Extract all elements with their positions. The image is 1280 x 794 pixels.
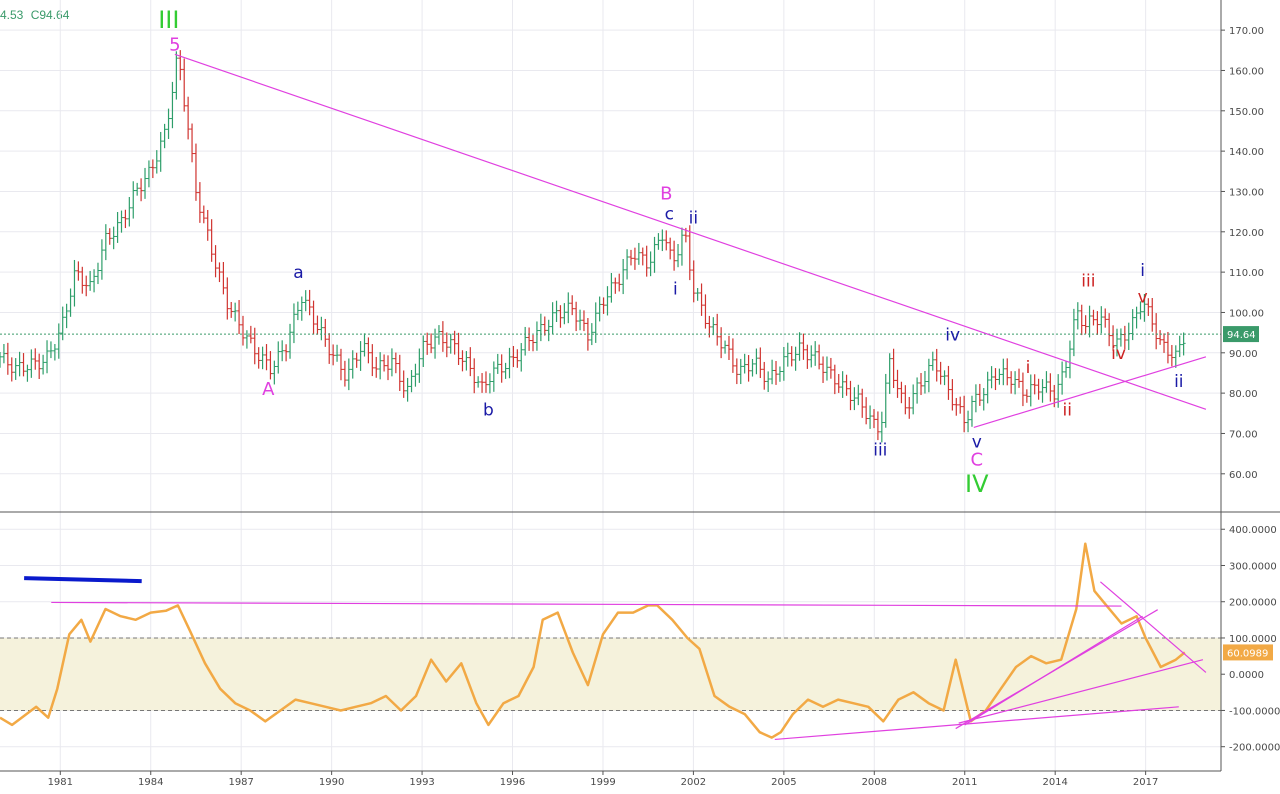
- price-tick-label: 140.00: [1229, 147, 1264, 158]
- osc-tick-label: -200.0000: [1229, 743, 1280, 754]
- wave-label: iv: [1111, 344, 1126, 364]
- time-tick-label: 2002: [681, 777, 706, 788]
- wave-label: IV: [965, 470, 989, 498]
- time-tick-label: 1999: [590, 777, 615, 788]
- osc-tick-label: 0.0000: [1229, 670, 1264, 681]
- wave-label: v: [1138, 287, 1148, 307]
- wave-label: ii: [1174, 372, 1183, 392]
- osc-tick-label: 300.0000: [1229, 561, 1277, 572]
- price-tick-label: 170.00: [1229, 26, 1264, 37]
- price-tick-label: 150.00: [1229, 107, 1264, 118]
- wave-label: III: [158, 6, 179, 34]
- wave-label: iii: [1081, 271, 1095, 291]
- oscillator-band: [0, 637, 1221, 711]
- wave-label: a: [293, 263, 303, 283]
- last-price-marker: [1223, 326, 1259, 343]
- price-tick-label: 70.00: [1229, 429, 1258, 440]
- osc-trendline: [1100, 581, 1207, 673]
- osc-trendline: [958, 659, 1204, 724]
- price-tick-label: 80.00: [1229, 389, 1258, 400]
- ohlc-close-value: C94.64: [30, 8, 70, 22]
- time-tick-label: 2017: [1133, 777, 1158, 788]
- price-tick-label: 130.00: [1229, 187, 1264, 198]
- osc-marker-bar: [24, 576, 142, 584]
- price-tick-label: 60.00: [1229, 470, 1258, 481]
- wave-label: v: [972, 433, 982, 453]
- oscillator-series-line: [0, 542, 1186, 739]
- wave-label: c: [665, 205, 674, 225]
- osc-tick-label: 100.0000: [1229, 634, 1277, 645]
- wave-label: B: [660, 184, 672, 205]
- osc-trendline: [51, 601, 1122, 607]
- last-price-label: 94.64: [1227, 330, 1256, 341]
- wave-label: 5: [169, 34, 180, 55]
- osc-tick-label: 400.0000: [1229, 525, 1277, 536]
- time-tick-label: 1996: [500, 777, 525, 788]
- wave-label: i: [1140, 261, 1145, 281]
- oscillator-last-marker: [1223, 644, 1273, 661]
- price-tick-label: 160.00: [1229, 66, 1264, 77]
- wave-label: ii: [1063, 400, 1072, 420]
- osc-tick-label: 200.0000: [1229, 598, 1277, 609]
- wave-label: i: [1026, 358, 1031, 378]
- price-tick-label: 90.00: [1229, 349, 1258, 360]
- oscillator-band-fill: [0, 637, 1221, 711]
- osc-tick-label: -100.0000: [1229, 706, 1280, 717]
- wave-label: b: [483, 400, 494, 420]
- wave-label: ii: [689, 209, 698, 229]
- ohlc-readout: 4.53 C94.64: [0, 8, 73, 22]
- osc-trendline: [964, 615, 1143, 726]
- wave-label: C: [971, 450, 984, 471]
- time-tick-label: 1990: [319, 777, 344, 788]
- time-tick-label: 2014: [1042, 777, 1067, 788]
- wave-label: i: [673, 279, 678, 299]
- wave-label: iii: [873, 441, 887, 461]
- trendlines: [24, 53, 1207, 741]
- time-tick-label: 1993: [409, 777, 434, 788]
- ohlc-previous-value: 4.53: [0, 8, 24, 22]
- price-tick-label: 120.00: [1229, 228, 1264, 239]
- oscillator-last-label: 60.0989: [1227, 648, 1268, 659]
- time-tick-label: 2011: [952, 777, 977, 788]
- price-tick-label: 110.00: [1229, 268, 1264, 279]
- time-tick-label: 2008: [862, 777, 887, 788]
- time-tick-label: 1987: [228, 777, 253, 788]
- oscillator-line: [0, 542, 1186, 739]
- wave-label: iv: [945, 326, 960, 346]
- price-trendline: [174, 53, 1207, 410]
- price-trendline: [973, 356, 1207, 428]
- time-tick-label: 1984: [138, 777, 163, 788]
- time-tick-label: 2005: [771, 777, 796, 788]
- price-tick-label: 100.00: [1229, 308, 1264, 319]
- wave-label: A: [262, 379, 275, 400]
- time-tick-label: 1981: [48, 777, 73, 788]
- price-bars: [0, 50, 1221, 443]
- osc-trendline: [774, 706, 1179, 741]
